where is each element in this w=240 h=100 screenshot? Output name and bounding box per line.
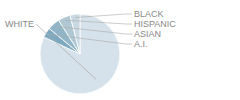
svg-text:ASIAN: ASIAN	[134, 29, 161, 39]
svg-text:BLACK: BLACK	[134, 9, 164, 19]
svg-text:HISPANIC: HISPANIC	[134, 19, 176, 29]
svg-text:A.I.: A.I.	[134, 39, 148, 49]
svg-text:WHITE: WHITE	[8, 19, 34, 29]
